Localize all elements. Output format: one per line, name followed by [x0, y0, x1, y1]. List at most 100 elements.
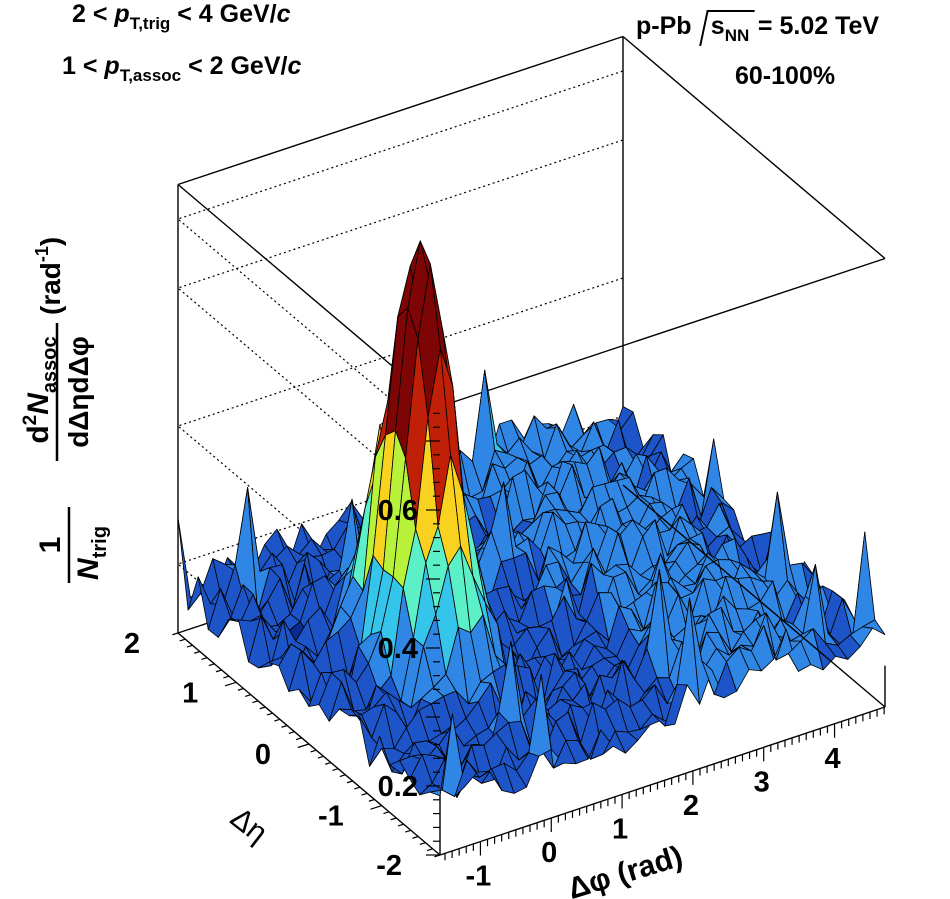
svg-text:Ntrig: Ntrig [72, 526, 111, 580]
z-axis-title-b: d2Nassoc dΔηdΔφ (rad-1) [20, 237, 94, 461]
y-axis-title: Δη [224, 801, 273, 850]
trig-sub: T,trig [129, 14, 171, 33]
z-title-d2-sup: 2 [20, 415, 41, 426]
y-tick-label: 0 [255, 739, 271, 771]
y-tick [172, 632, 179, 636]
assoc-low: 1 < [62, 52, 98, 80]
trig-low: 2 < [72, 0, 108, 28]
z-gridline [176, 277, 624, 649]
z-tick-label: 0.4 [378, 633, 418, 665]
z-gridline [176, 70, 624, 442]
assoc-p: p [104, 52, 120, 80]
y-tick [368, 798, 375, 802]
z-tick-label: 0.2 [378, 771, 418, 803]
z-title-nassoc: N [22, 392, 55, 415]
trigger-pt-range: 2 < pT,trig < 4 GeV/c [72, 0, 291, 34]
y-tick [194, 650, 201, 654]
y-tick [434, 854, 441, 858]
svg-text:1: 1 [34, 537, 67, 554]
collision-system: p-Pb sNN = 5.02 TeV [636, 10, 879, 46]
y-tick-label: 1 [182, 677, 198, 709]
s-label: s [710, 12, 725, 40]
front-frame [439, 484, 886, 856]
y-tick [288, 731, 295, 734]
s-sub: NN [724, 26, 749, 45]
z-axis-title: 1 Ntrig [34, 507, 111, 583]
energy-label: = 5.02 TeV [757, 12, 880, 40]
y-tick [332, 768, 339, 771]
y-tick [310, 749, 317, 753]
x-tick-label: 4 [824, 743, 840, 775]
x-tick-label: 1 [612, 813, 628, 845]
assoc-sub: T,assoc [119, 66, 182, 85]
y-tick-label: -1 [318, 801, 344, 833]
x-axis-title-text: Δφ (rad) [564, 840, 687, 899]
trig-c: c [276, 0, 291, 28]
y-tick [179, 638, 186, 642]
y-tick [281, 724, 288, 728]
z-title-one: 1 [34, 537, 67, 554]
y-tick [252, 700, 259, 704]
trig-high: < 4 GeV/ [177, 0, 277, 28]
y-tick [317, 755, 324, 759]
y-tick [354, 786, 361, 790]
y-tick [397, 823, 404, 827]
y-tick [223, 675, 230, 679]
y-tick [295, 737, 302, 741]
x-tick-label: 2 [683, 790, 699, 822]
x-axis-title: Δφ (rad) [564, 840, 687, 899]
centrality-label: 60-100% [735, 62, 836, 90]
assoc-pt-range: 1 < pT,assoc < 2 GeV/c [62, 52, 301, 86]
y-tick-label: -2 [376, 850, 402, 882]
svg-text:(rad-1): (rad-1) [32, 237, 66, 315]
y-tick [297, 743, 310, 749]
y-tick [208, 663, 215, 667]
y-axis-title-text: Δη [224, 801, 273, 850]
x-tick-label: 0 [541, 837, 557, 869]
z-title-d2: d [22, 425, 55, 443]
y-tick [370, 805, 382, 810]
z-tick-label: 0.6 [378, 495, 418, 527]
z-title-unit-sup: -1 [32, 246, 52, 262]
frame-edge [439, 257, 886, 408]
surface-mesh [177, 240, 886, 798]
y-tick [426, 848, 433, 852]
axes: 0.2 0.4 0.6 -1 0 1 2 3 4 -2 -1 0 1 2 [124, 412, 885, 893]
frame-edge [622, 484, 886, 708]
sqrt-sign: sNN [698, 10, 755, 46]
z-title-denominator: dΔηdΔφ [63, 336, 94, 448]
y-tick [405, 829, 412, 833]
y-tick [266, 712, 273, 716]
y-tick [201, 657, 208, 660]
z-title-ntrig: N [72, 557, 105, 580]
frame-edge [622, 35, 886, 260]
frame-edge [177, 35, 624, 186]
svg-text:d2Nassoc: d2Nassoc [20, 336, 61, 443]
y-tick [339, 774, 346, 778]
z-title-unit-close: ) [35, 237, 66, 246]
y-tick [383, 811, 390, 815]
z-title-ntrig-sub: trig [89, 526, 111, 558]
z-title-unit: (rad [35, 262, 66, 315]
z-gridline [176, 139, 624, 511]
surface-cell [862, 619, 886, 635]
x-tick-label: 3 [754, 766, 770, 798]
y-tick [361, 792, 368, 796]
x-tick-label: -1 [466, 861, 492, 893]
y-tick [325, 761, 332, 765]
assoc-c: c [287, 52, 302, 80]
z-title-nassoc-sub: assoc [39, 336, 61, 393]
y-tick [259, 706, 266, 710]
y-tick [215, 669, 222, 673]
frame-edge [439, 706, 886, 856]
y-tick [244, 694, 251, 697]
y-tick-label: 2 [124, 628, 140, 660]
y-tick [412, 835, 419, 839]
y-tick [237, 687, 244, 691]
y-tick [274, 718, 281, 722]
system-label: p-Pb [636, 12, 692, 40]
y-tick [346, 780, 353, 784]
y-tick [419, 842, 426, 845]
assoc-high: < 2 GeV/ [188, 52, 288, 80]
